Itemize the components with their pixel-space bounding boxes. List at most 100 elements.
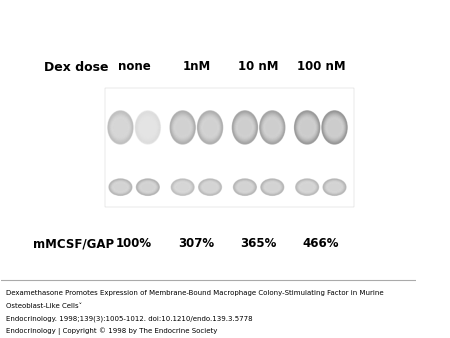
Ellipse shape — [326, 182, 342, 192]
Ellipse shape — [299, 182, 316, 193]
Ellipse shape — [201, 117, 219, 138]
Text: 10 nM: 10 nM — [238, 59, 279, 73]
Ellipse shape — [109, 179, 132, 195]
Ellipse shape — [261, 179, 283, 195]
Ellipse shape — [261, 179, 284, 195]
Ellipse shape — [202, 182, 218, 192]
Text: 307%: 307% — [178, 237, 215, 250]
Ellipse shape — [203, 183, 217, 192]
Text: 100%: 100% — [116, 237, 152, 250]
Ellipse shape — [137, 113, 159, 142]
Ellipse shape — [113, 183, 128, 192]
Ellipse shape — [139, 116, 157, 139]
Ellipse shape — [136, 179, 159, 195]
Ellipse shape — [198, 112, 222, 143]
Text: Endocrinology | Copyright © 1998 by The Endocrine Society: Endocrinology | Copyright © 1998 by The … — [5, 328, 217, 336]
Ellipse shape — [232, 111, 257, 144]
Ellipse shape — [299, 182, 315, 192]
Ellipse shape — [237, 182, 253, 192]
Ellipse shape — [296, 179, 319, 195]
Ellipse shape — [200, 114, 220, 141]
Text: Dexamethasone Promotes Expression of Membrane-Bound Macrophage Colony-Stimulatin: Dexamethasone Promotes Expression of Mem… — [5, 290, 383, 296]
Ellipse shape — [170, 111, 195, 144]
Ellipse shape — [236, 182, 253, 193]
Ellipse shape — [324, 180, 345, 194]
Ellipse shape — [175, 182, 191, 192]
Ellipse shape — [109, 113, 131, 142]
Ellipse shape — [172, 180, 193, 195]
Ellipse shape — [298, 117, 316, 138]
Ellipse shape — [263, 116, 282, 139]
Ellipse shape — [262, 114, 283, 141]
Ellipse shape — [324, 179, 346, 195]
Ellipse shape — [264, 182, 281, 193]
Ellipse shape — [200, 180, 220, 195]
Ellipse shape — [202, 182, 218, 192]
Ellipse shape — [325, 116, 344, 139]
Ellipse shape — [324, 114, 345, 141]
Ellipse shape — [174, 181, 192, 193]
Ellipse shape — [201, 180, 220, 194]
Ellipse shape — [113, 182, 128, 192]
Text: mMCSF/GAP: mMCSF/GAP — [33, 237, 115, 250]
Ellipse shape — [137, 114, 158, 141]
Ellipse shape — [327, 118, 342, 137]
Ellipse shape — [324, 115, 344, 140]
Ellipse shape — [263, 117, 281, 138]
Ellipse shape — [112, 182, 129, 193]
Ellipse shape — [171, 112, 195, 143]
Ellipse shape — [236, 117, 254, 138]
Ellipse shape — [110, 114, 131, 141]
Ellipse shape — [300, 183, 314, 192]
Ellipse shape — [109, 179, 131, 195]
Ellipse shape — [137, 180, 158, 195]
Ellipse shape — [298, 181, 316, 193]
Ellipse shape — [300, 182, 315, 192]
Ellipse shape — [198, 179, 221, 195]
Ellipse shape — [172, 113, 194, 142]
Ellipse shape — [112, 181, 130, 193]
Ellipse shape — [235, 115, 255, 140]
Text: Osteoblast-Like Cellsˇ: Osteoblast-Like Cellsˇ — [5, 303, 81, 309]
Ellipse shape — [172, 114, 193, 141]
Ellipse shape — [136, 112, 160, 143]
Ellipse shape — [202, 118, 218, 137]
Ellipse shape — [328, 183, 342, 192]
Ellipse shape — [136, 113, 159, 142]
Ellipse shape — [295, 112, 319, 143]
Ellipse shape — [135, 111, 160, 144]
Ellipse shape — [109, 113, 132, 142]
Ellipse shape — [176, 183, 190, 192]
Ellipse shape — [261, 113, 283, 142]
Ellipse shape — [173, 116, 192, 139]
Ellipse shape — [110, 180, 131, 195]
Ellipse shape — [325, 181, 343, 193]
Ellipse shape — [297, 115, 317, 140]
Ellipse shape — [108, 112, 132, 143]
Ellipse shape — [324, 180, 345, 195]
Ellipse shape — [295, 111, 320, 144]
Ellipse shape — [141, 183, 155, 192]
Ellipse shape — [108, 111, 133, 144]
Text: 1nM: 1nM — [182, 59, 211, 73]
Ellipse shape — [235, 180, 254, 194]
Ellipse shape — [322, 111, 347, 144]
Ellipse shape — [138, 115, 158, 140]
Ellipse shape — [260, 111, 285, 144]
Ellipse shape — [199, 113, 221, 142]
Ellipse shape — [296, 113, 319, 142]
Ellipse shape — [237, 182, 252, 192]
Ellipse shape — [323, 179, 346, 195]
Ellipse shape — [171, 113, 194, 142]
Ellipse shape — [138, 180, 158, 194]
Ellipse shape — [237, 118, 253, 137]
Ellipse shape — [262, 180, 282, 194]
Ellipse shape — [234, 179, 256, 195]
Ellipse shape — [323, 112, 346, 143]
Ellipse shape — [233, 112, 257, 143]
Ellipse shape — [262, 180, 283, 195]
Ellipse shape — [264, 182, 280, 192]
Ellipse shape — [234, 113, 256, 142]
Ellipse shape — [297, 180, 318, 195]
Ellipse shape — [296, 113, 318, 142]
